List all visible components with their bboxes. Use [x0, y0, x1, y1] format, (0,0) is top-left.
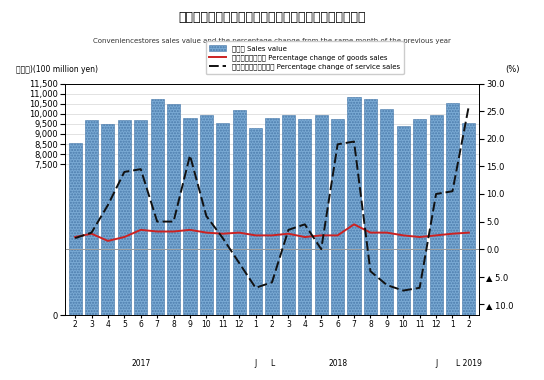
Text: 2018: 2018	[328, 359, 347, 369]
Text: J: J	[435, 359, 437, 369]
Bar	[151, 99, 164, 315]
Bar	[118, 120, 131, 315]
Text: (%): (%)	[505, 65, 520, 74]
Bar	[233, 110, 246, 315]
Bar	[462, 123, 475, 315]
Bar	[85, 120, 98, 315]
Bar	[314, 115, 328, 315]
Bar	[200, 115, 213, 315]
Bar	[380, 109, 393, 315]
Text: L 2019: L 2019	[456, 359, 482, 369]
Text: Conveniencestores sales value and the percentage change from the same month of t: Conveniencestores sales value and the pe…	[93, 38, 451, 44]
Bar	[446, 103, 459, 315]
Bar	[265, 118, 279, 315]
Text: J: J	[255, 359, 257, 369]
Text: L: L	[270, 359, 274, 369]
Bar	[397, 126, 410, 315]
Bar	[364, 99, 377, 315]
Bar	[216, 123, 230, 315]
Bar	[348, 97, 361, 315]
Bar	[282, 115, 295, 315]
Bar	[134, 120, 147, 315]
Text: 2017: 2017	[131, 359, 150, 369]
Bar	[183, 118, 196, 315]
Bar	[249, 128, 262, 315]
Bar	[331, 119, 344, 315]
Legend: 販売額 Sales value, 商品販売額増減率 Percentage change of goods sales, サービス売上高増減率 Percentag: 販売額 Sales value, 商品販売額増減率 Percentage cha…	[206, 41, 404, 74]
Bar	[69, 143, 82, 315]
Bar	[430, 115, 443, 315]
Text: （億円)(100 million yen): （億円)(100 million yen)	[16, 65, 98, 74]
Text: コンビニエンスストア販売額・前年同月比増減率の推移: コンビニエンスストア販売額・前年同月比増減率の推移	[178, 11, 366, 24]
Bar	[167, 104, 180, 315]
Bar	[101, 124, 114, 315]
Bar	[298, 119, 311, 315]
Bar	[413, 119, 426, 315]
